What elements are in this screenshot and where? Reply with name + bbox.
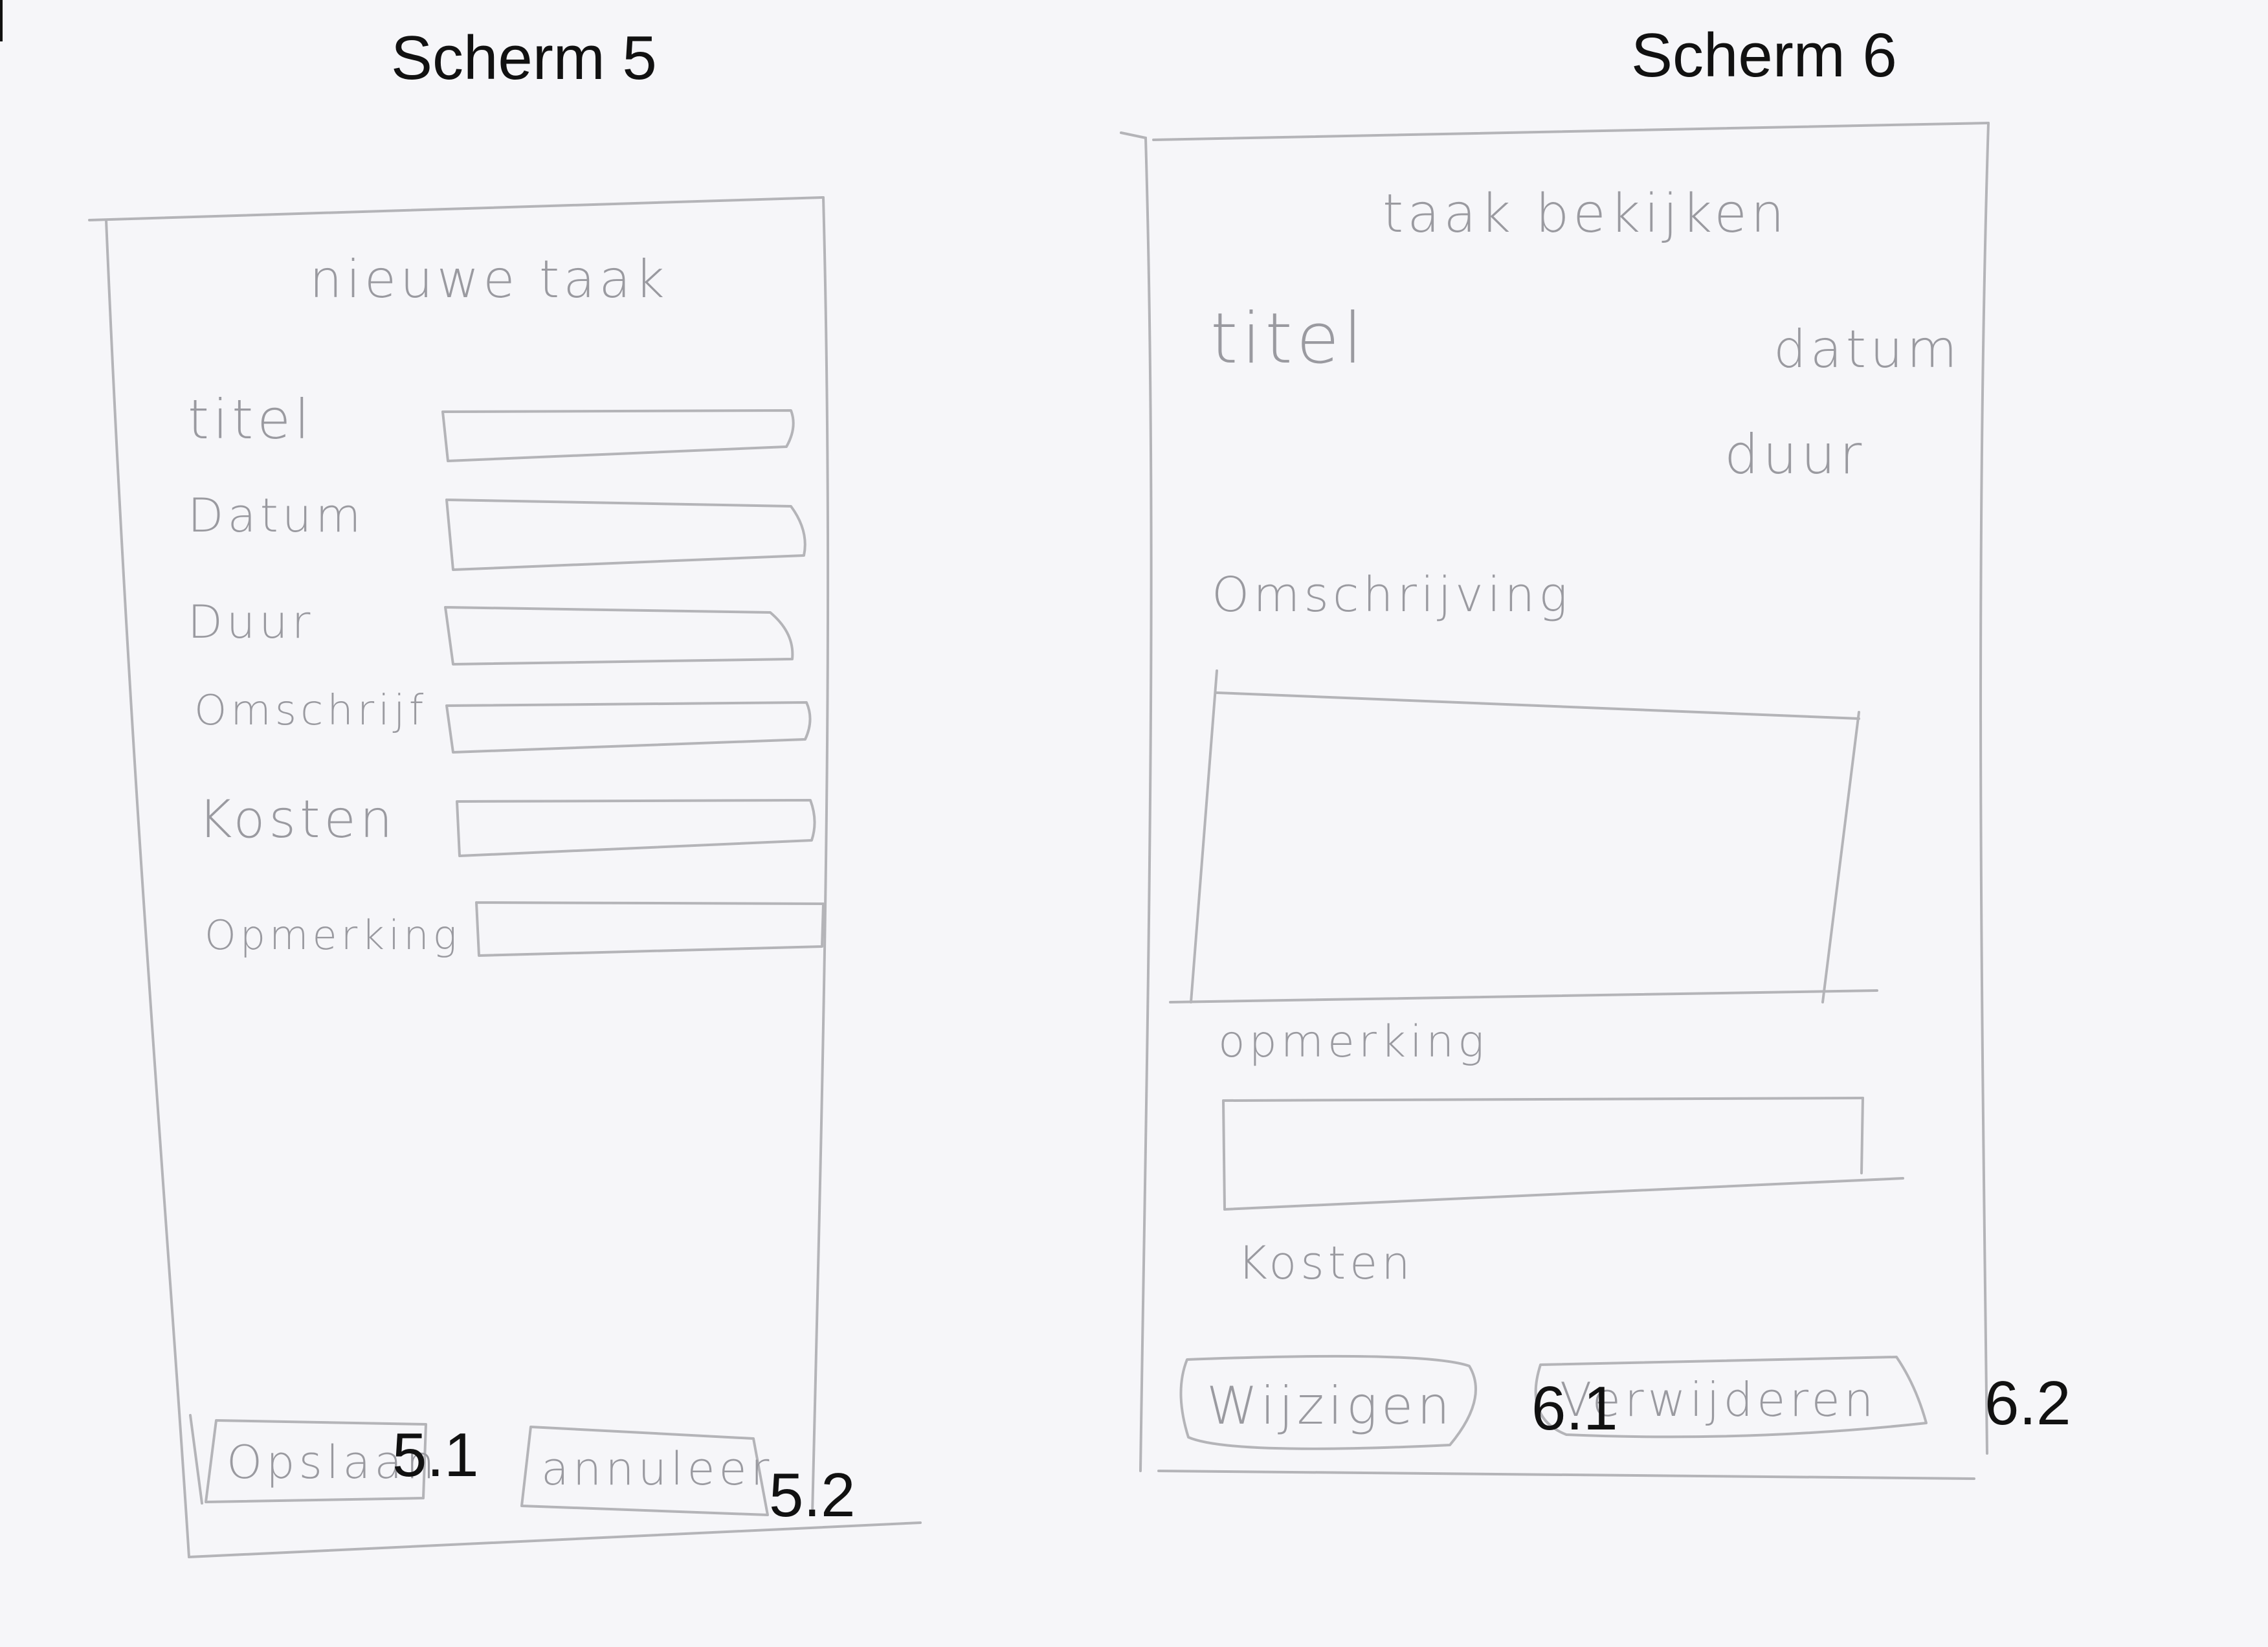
screen5-input-kosten[interactable] — [458, 803, 810, 853]
screen5-label-omschrijf: Omschrijf — [194, 687, 428, 735]
screen6-marker-delete: 6.2 — [1984, 1369, 2071, 1438]
screen5-label-kosten: Kosten — [198, 789, 397, 849]
screen6-label-duur: duur — [1724, 423, 1866, 486]
screen6-marker-edit: 6.1 — [1531, 1374, 1618, 1443]
screen6-title: taak bekijken — [1383, 183, 1788, 245]
screen6-remark-area — [1226, 1102, 1860, 1205]
screen6-label-opmerking: opmerking — [1218, 1016, 1488, 1068]
screen5-input-duur[interactable] — [448, 611, 790, 662]
screen5-save-button[interactable]: Opslaan — [207, 1422, 435, 1499]
screen5-input-datum[interactable] — [449, 505, 799, 566]
screen5-title: nieuwe taak — [309, 249, 669, 309]
screen5-cancel-label: annuleer — [541, 1442, 773, 1496]
screen5-frame — [88, 196, 922, 1558]
screen6-description-box — [1169, 669, 1878, 1003]
screen5-input-omschrijf[interactable] — [449, 707, 805, 750]
screen6-label-kosten: Kosten — [1238, 1237, 1414, 1290]
screen5-input-boxes — [441, 409, 825, 957]
screen5-heading: Scherm 5 — [391, 23, 657, 93]
screen5-cancel-button[interactable]: annuleer — [526, 1429, 769, 1510]
screen5-marker-save: 5.1 — [392, 1420, 479, 1490]
screen6-edit-button[interactable]: Wijzigen — [1178, 1358, 1476, 1450]
screen6-label-datum: datum — [1773, 319, 1961, 379]
screen5-label-titel: titel — [188, 388, 314, 451]
screen5-label-duur: Duur — [188, 596, 315, 649]
screen5-button-boxes — [189, 1414, 769, 1516]
screen6-delete-button[interactable]: Verwijderen — [1534, 1357, 1928, 1442]
screen6-label-titel: titel — [1210, 298, 1367, 379]
screen5-input-titel[interactable] — [445, 414, 788, 458]
screen5-label-opmerking: Opmerking — [205, 912, 461, 959]
screen6-heading: Scherm 6 — [1631, 21, 1897, 90]
screen6-remark-box — [1222, 1097, 1904, 1211]
screen6-button-boxes — [1179, 1354, 1928, 1450]
screen6-description-area — [1195, 695, 1821, 1000]
scan-corner-mark — [0, 0, 3, 41]
screen5-label-datum: Datum — [188, 488, 365, 543]
screen6-edit-label: Wijzigen — [1206, 1376, 1454, 1436]
screen6-delete-label: Verwijderen — [1560, 1372, 1878, 1427]
screen5-save-label: Opslaan — [227, 1436, 439, 1489]
screen5-marker-cancel: 5.2 — [769, 1461, 856, 1530]
screen6-frame — [1120, 122, 1990, 1480]
screen5-input-opmerking[interactable] — [478, 905, 822, 952]
screen6-label-omschrijving: Omschrijving — [1212, 567, 1572, 623]
